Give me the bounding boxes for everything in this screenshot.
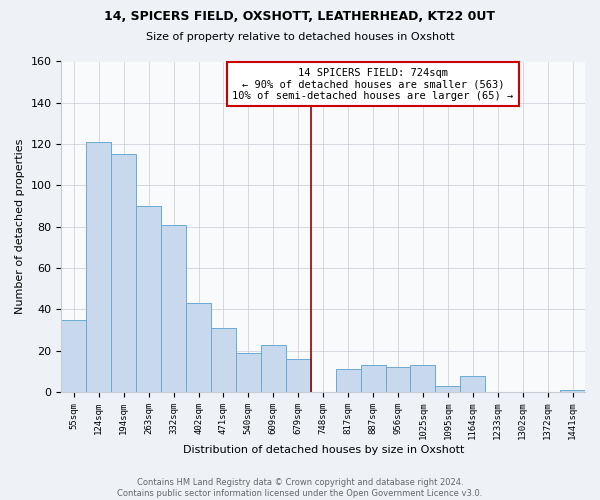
Bar [161,224,186,392]
Bar [286,359,311,392]
Y-axis label: Number of detached properties: Number of detached properties [15,139,25,314]
Text: 14, SPICERS FIELD, OXSHOTT, LEATHERHEAD, KT22 0UT: 14, SPICERS FIELD, OXSHOTT, LEATHERHEAD,… [104,10,496,23]
Text: Size of property relative to detached houses in Oxshott: Size of property relative to detached ho… [146,32,454,42]
Bar [560,390,585,392]
Bar [386,368,410,392]
Bar [236,353,261,392]
Bar [460,376,485,392]
Bar [61,320,86,392]
Bar [86,142,111,392]
X-axis label: Distribution of detached houses by size in Oxshott: Distribution of detached houses by size … [182,445,464,455]
Bar [211,328,236,392]
Bar [361,365,386,392]
Bar [186,303,211,392]
Bar [111,154,136,392]
Text: 14 SPICERS FIELD: 724sqm
← 90% of detached houses are smaller (563)
10% of semi-: 14 SPICERS FIELD: 724sqm ← 90% of detach… [232,68,514,101]
Text: Contains HM Land Registry data © Crown copyright and database right 2024.
Contai: Contains HM Land Registry data © Crown c… [118,478,482,498]
Bar [335,370,361,392]
Bar [136,206,161,392]
Bar [261,344,286,392]
Bar [410,365,436,392]
Bar [436,386,460,392]
